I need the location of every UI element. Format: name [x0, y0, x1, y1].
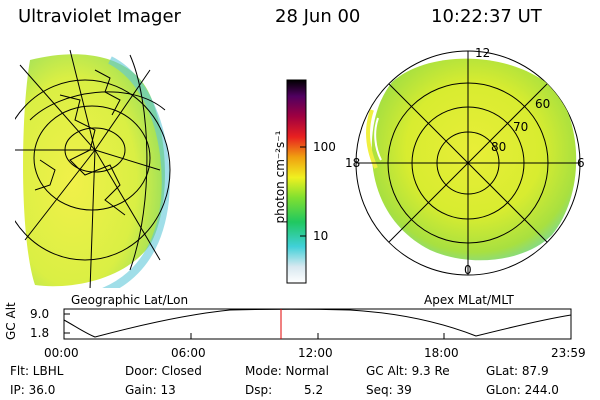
date-label: 28 Jun 00 [275, 6, 361, 27]
coastline [59, 94, 126, 216]
coastline [34, 159, 56, 191]
altitude-ytick-label: 9.0 [30, 307, 50, 321]
altitude-xtick-label: 18:00 [424, 346, 459, 360]
mlt-label-12: 12 [475, 46, 491, 60]
altitude-plot [63, 308, 572, 340]
lat-label-60: 60 [535, 97, 551, 111]
meridian [69, 49, 96, 288]
meridian [129, 54, 148, 271]
seq-info: Seq: 39 [366, 383, 412, 397]
door-info: Door: Closed [125, 364, 202, 378]
geographic-image [15, 49, 171, 288]
mode-info: Mode: Normal [245, 364, 329, 378]
polar-aurora [371, 58, 577, 261]
latitude-ring [33, 105, 151, 211]
glat-info: GLat: 87.9 [486, 364, 549, 378]
meridian [29, 91, 166, 121]
mlt-meridian [388, 83, 548, 243]
colorbar-label: photon cm⁻²s⁻¹ [273, 130, 287, 224]
dsp-value: 5.2 [304, 383, 324, 397]
altitude-xtick-label: 00:00 [44, 346, 79, 360]
altitude-ylabel: GC Alt [4, 302, 18, 340]
mlt-label-18: 18 [345, 156, 361, 170]
mlt-label-6: 6 [577, 156, 585, 170]
altitude-xtick-label: 12:00 [298, 346, 333, 360]
instrument-title: Ultraviolet Imager [18, 6, 181, 27]
geographic-label: Geographic Lat/Lon [71, 293, 189, 307]
altitude-ytick-label: 1.8 [30, 326, 50, 340]
aurora-arc [374, 117, 382, 161]
dsp-label: Dsp: [245, 383, 273, 397]
altitude-xtick-label: 23:59 [551, 346, 586, 360]
colorbar-tick-label: 100 [313, 140, 336, 154]
lat-label-80: 80 [491, 140, 507, 154]
gc-alt-info: GC Alt: 9.3 Re [366, 364, 450, 378]
altitude-xtick-label: 06:00 [171, 346, 206, 360]
lat-label-70: 70 [513, 120, 529, 134]
altitude-curve [63, 308, 572, 338]
latitude-ring [15, 79, 171, 261]
mlt-label-0: 0 [464, 263, 472, 277]
apex-label: Apex MLat/MLT [424, 293, 514, 307]
time-label: 10:22:37 UT [431, 6, 542, 27]
colorbar-tick-label: 10 [313, 229, 329, 243]
polar-plot [355, 50, 581, 276]
filter-info: Flt: LBHL [10, 364, 64, 378]
glon-info: GLon: 244.0 [486, 383, 559, 397]
colorbar [286, 79, 307, 284]
gain-info: Gain: 13 [125, 383, 176, 397]
ip-info: IP: 36.0 [10, 383, 56, 397]
